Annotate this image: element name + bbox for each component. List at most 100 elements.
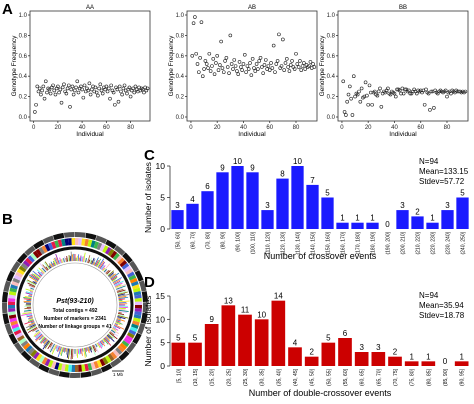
marker-tick: [56, 345, 60, 352]
contig-segment: [61, 238, 66, 247]
marker-tick: [68, 348, 71, 360]
contig-segment: [54, 240, 60, 248]
linkage-group-segment: [28, 357, 41, 368]
scatter-point: [261, 71, 265, 75]
marker-tick: [34, 280, 38, 284]
contig-segment: [15, 271, 24, 278]
scatter-point: [214, 61, 218, 65]
marker-tick: [83, 252, 86, 262]
marker-tick: [96, 258, 102, 267]
scatter-point: [99, 88, 104, 93]
x-tick-label: 40: [391, 125, 398, 131]
scatter-point: [39, 92, 43, 97]
scatter-point: [96, 93, 100, 98]
marker-tick: [115, 284, 122, 288]
marker-tick: [27, 279, 37, 285]
scatter-point: [239, 65, 243, 69]
marker-tick: [88, 259, 91, 264]
contig-segment: [57, 239, 63, 248]
scatter-point: [246, 67, 251, 71]
marker-tick: [117, 315, 129, 319]
scatter-point: [37, 86, 42, 91]
marker-tick: [117, 293, 126, 296]
marker-tick: [45, 266, 49, 271]
y-tick-label: 0.8: [176, 33, 185, 39]
scatter-point: [232, 58, 237, 62]
scatter-point: [59, 100, 64, 105]
category-label: (60, 70]: [191, 231, 197, 249]
stat-label: N=94: [419, 157, 439, 166]
contig-segment: [107, 248, 115, 257]
scatter-point: [284, 57, 289, 61]
bar: [271, 300, 286, 366]
bar-value-label: 11: [241, 306, 250, 315]
scatter-point: [348, 84, 352, 89]
bar: [216, 172, 229, 229]
y-tick-label: 0.2: [327, 95, 336, 101]
scatter-point: [367, 83, 372, 88]
contig-segment: [133, 314, 142, 319]
contig-segment: [8, 311, 16, 316]
marker-tick: [82, 256, 84, 262]
contig-segment: [38, 246, 45, 255]
y-axis-label: Genotype Frequency: [319, 35, 326, 96]
category-label: (190, 200]: [386, 231, 392, 254]
contig-segment: [18, 265, 27, 273]
bar-value-label: 5: [193, 334, 198, 343]
contig-segment: [87, 239, 93, 248]
linkage-group-segment: [80, 371, 92, 378]
scatter-point: [121, 86, 126, 91]
marker-tick: [27, 326, 38, 333]
scatter-point: [295, 62, 300, 66]
scatter-point: [145, 86, 150, 91]
linkage-group-segment: [134, 270, 144, 282]
bar-value-label: 14: [274, 292, 283, 301]
panel-letter-d: D: [144, 274, 155, 291]
contig-segment: [84, 363, 89, 372]
marker-tick: [27, 282, 36, 287]
marker-tick: [82, 348, 84, 352]
linkage-group-segment: [8, 333, 18, 345]
linkage-group-segment: [16, 252, 28, 264]
bar-value-label: 1: [370, 214, 375, 223]
marker-tick: [40, 271, 44, 275]
marker-tick: [89, 346, 93, 353]
scatter-point: [428, 108, 432, 112]
scatter-point: [93, 85, 98, 90]
contig-segment: [47, 242, 54, 251]
marker-tick: [55, 345, 58, 350]
marker-tick: [70, 348, 73, 360]
bar-value-label: 9: [250, 163, 255, 172]
contig-segment: [134, 305, 142, 309]
linkage-group-segment: [10, 261, 21, 273]
marker-tick: [112, 279, 116, 283]
category-label: (120, 130]: [281, 231, 287, 254]
contig-segment: [35, 248, 43, 257]
bar: [321, 342, 336, 366]
bar-value-label: 7: [310, 176, 315, 185]
y-axis-label: Number of isolates: [143, 162, 153, 233]
marker-tick: [70, 251, 73, 262]
y-tick-label: 0.4: [176, 74, 185, 80]
marker-tick: [61, 258, 64, 263]
scatter-point: [237, 60, 242, 64]
scatter-point: [366, 102, 371, 107]
scatter-point: [41, 84, 46, 89]
x-axis-label: Individual: [389, 131, 417, 138]
contig-segment: [123, 337, 132, 345]
panel-letter-a: A: [2, 1, 13, 18]
marker-tick: [34, 332, 41, 338]
marker-tick: [107, 333, 113, 339]
contig-segment: [22, 342, 31, 350]
marker-tick: [101, 339, 105, 344]
linkage-group-segment: [90, 368, 103, 376]
contig-segment: [78, 364, 83, 372]
marker-tick: [50, 263, 54, 268]
category-label: (70, 80]: [206, 231, 212, 249]
scatter-point: [198, 56, 202, 60]
bar-value-label: 10: [257, 310, 266, 319]
scatter-point: [113, 102, 117, 107]
scatter-point: [199, 20, 204, 24]
scatter-point: [208, 69, 213, 73]
scatter-point: [266, 64, 271, 68]
